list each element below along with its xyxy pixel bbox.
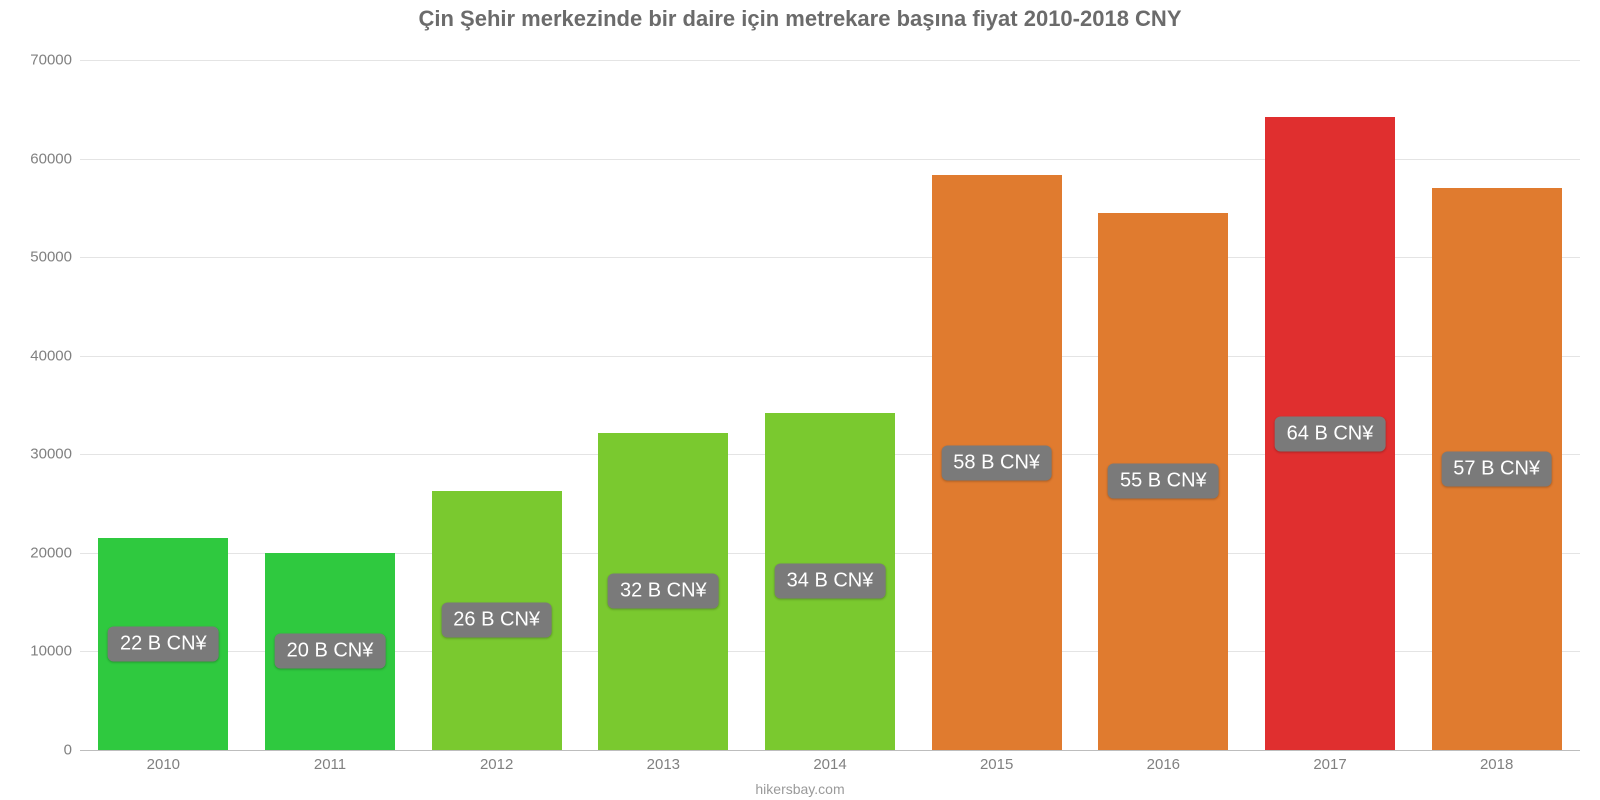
y-tick-label: 70000 [2,52,72,69]
bar-value-label: 26 B CN¥ [441,603,552,638]
bar-value-label: 55 B CN¥ [1108,464,1219,499]
y-tick-label: 0 [2,742,72,759]
x-tick-label: 2018 [1480,756,1513,773]
y-tick-label: 60000 [2,150,72,167]
bar-value-label: 64 B CN¥ [1275,416,1386,451]
x-tick-label: 2016 [1147,756,1180,773]
bar-value-label: 22 B CN¥ [108,627,219,662]
x-tick-label: 2012 [480,756,513,773]
plot-area: 22 B CN¥ 20 B CN¥ 26 B CN¥ 32 B CN¥ 34 B CN¥… [80,60,1580,750]
y-tick-label: 10000 [2,643,72,660]
x-axis-line [80,750,1580,751]
attribution: hikersbay.com [0,781,1600,797]
y-tick-label: 20000 [2,544,72,561]
bar-value-label: 57 B CN¥ [1441,452,1552,487]
x-tick-label: 2017 [1313,756,1346,773]
x-tick-label: 2011 [314,756,346,773]
x-tick-label: 2010 [147,756,180,773]
y-tick-label: 30000 [2,446,72,463]
x-tick-label: 2014 [813,756,846,773]
grid-line [80,60,1580,61]
chart-title: Çin Şehir merkezinde bir daire için metr… [0,6,1600,32]
bar-value-label: 32 B CN¥ [608,574,719,609]
x-tick-label: 2015 [980,756,1013,773]
y-tick-label: 40000 [2,347,72,364]
x-tick-label: 2013 [647,756,680,773]
y-tick-label: 50000 [2,249,72,266]
bar-value-label: 34 B CN¥ [775,564,886,599]
bar-value-label: 20 B CN¥ [275,634,386,669]
bar-value-label: 58 B CN¥ [941,445,1052,480]
chart-container: Çin Şehir merkezinde bir daire için metr… [0,0,1600,800]
